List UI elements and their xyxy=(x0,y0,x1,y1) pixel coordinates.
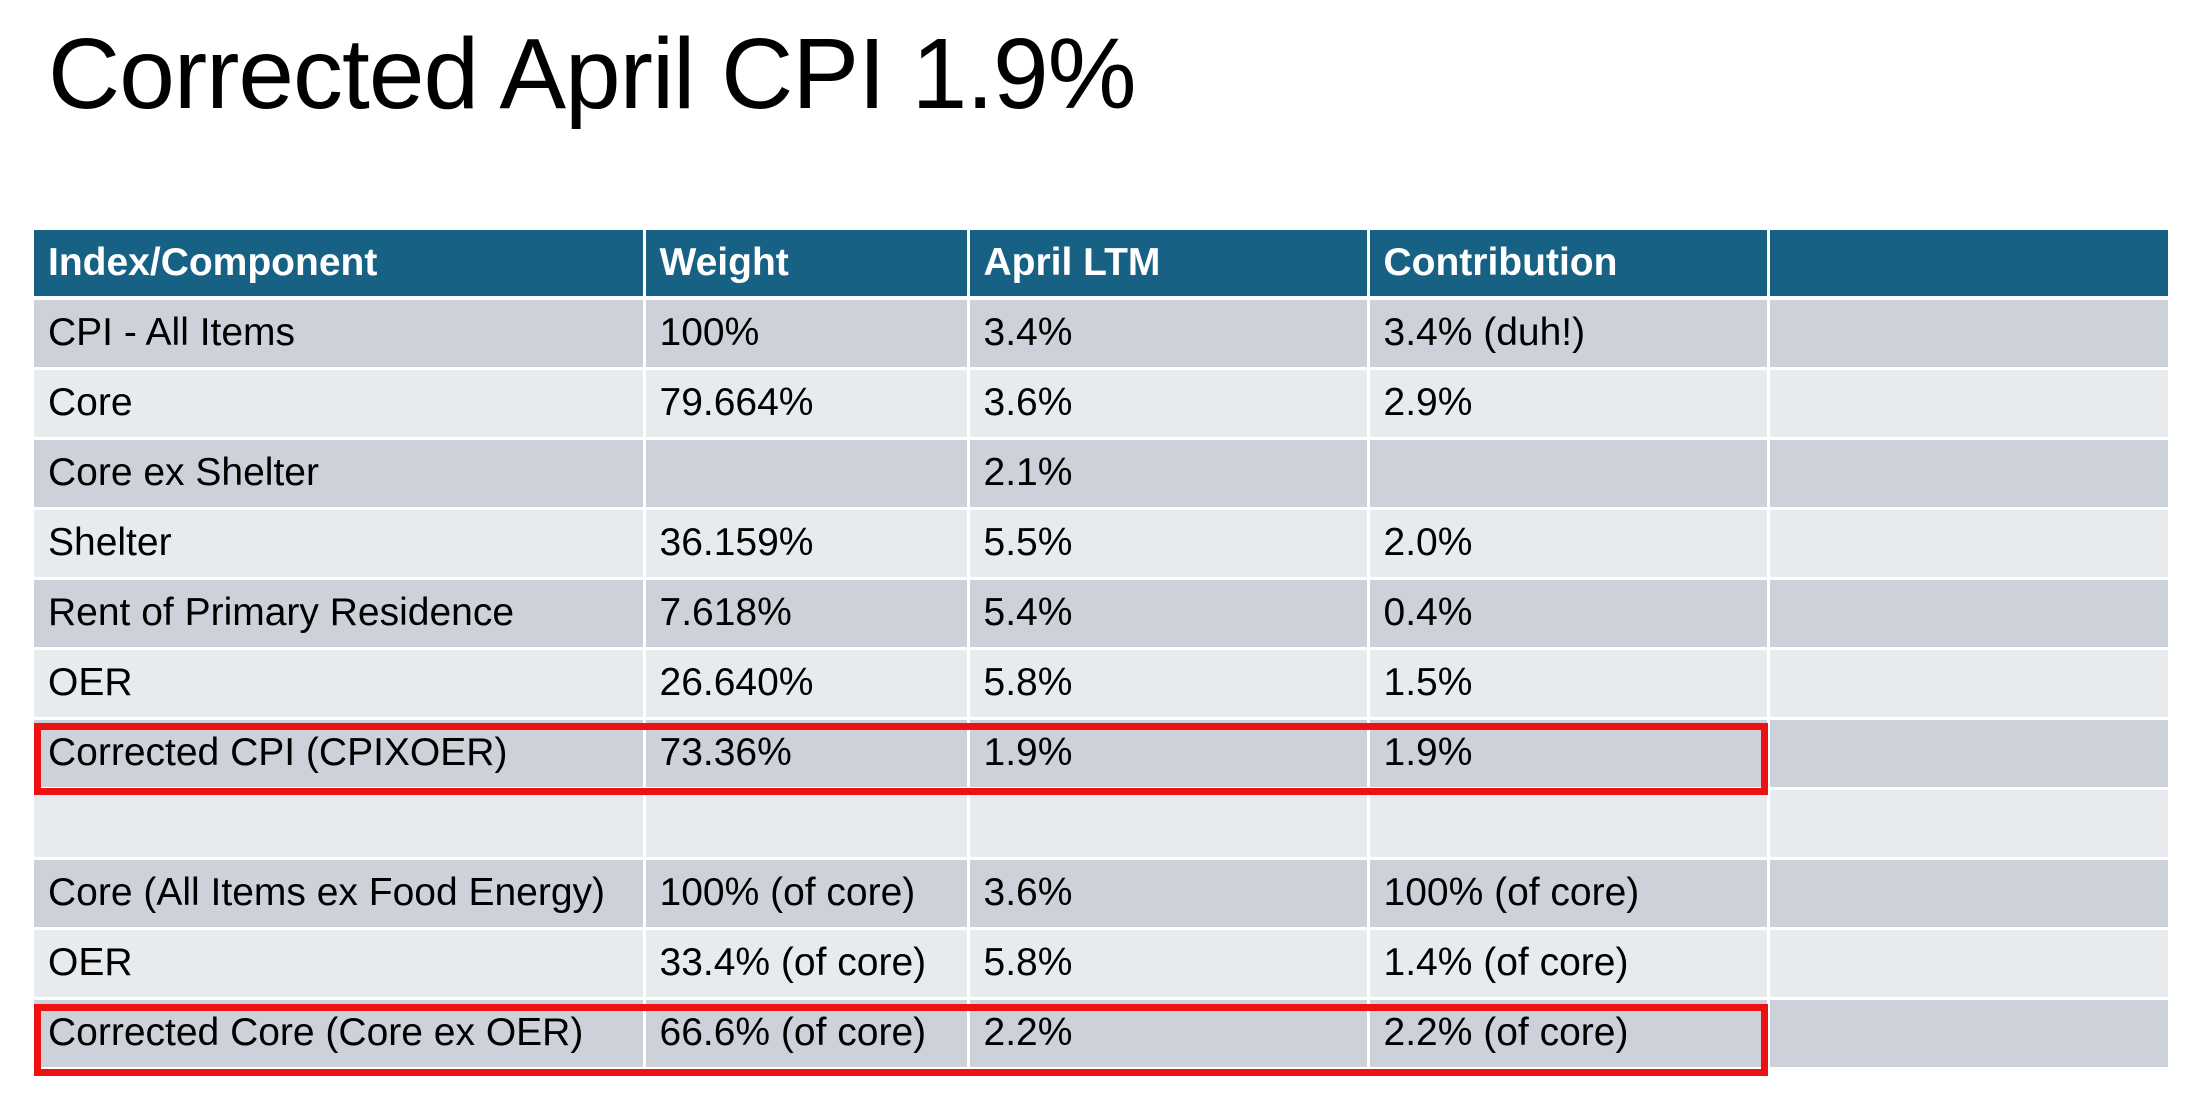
table-row: Shelter 36.159% 5.5% 2.0% xyxy=(34,508,2168,580)
cell-april-ltm: 3.6% xyxy=(968,858,1370,930)
cpi-table: Index/Component Weight April LTM Contrib… xyxy=(34,230,2168,1070)
cell-weight: 79.664% xyxy=(644,368,970,440)
table-row-highlighted: Corrected CPI (CPIXOER) 73.36% 1.9% 1.9% xyxy=(34,718,2168,790)
header-april-ltm: April LTM xyxy=(968,230,1370,300)
cell-weight: 36.159% xyxy=(644,508,970,580)
cell-april-ltm: 3.6% xyxy=(968,368,1370,440)
cell-contribution: 2.9% xyxy=(1368,368,1770,440)
cell-empty xyxy=(1768,858,2168,930)
cell-component: OER xyxy=(34,928,646,1000)
cell-april-ltm xyxy=(968,788,1370,860)
cell-empty xyxy=(1768,788,2168,860)
cell-component: Core xyxy=(34,368,646,440)
cell-empty xyxy=(1768,438,2168,510)
cell-component xyxy=(34,788,646,860)
cell-component: Corrected Core (Core ex OER) xyxy=(34,998,646,1070)
cell-empty xyxy=(1768,508,2168,580)
header-empty xyxy=(1768,230,2168,300)
cell-contribution xyxy=(1368,788,1770,860)
table-row-spacer xyxy=(34,788,2168,860)
cell-april-ltm: 5.4% xyxy=(968,578,1370,650)
cell-april-ltm: 2.2% xyxy=(968,998,1370,1070)
cell-weight: 33.4% (of core) xyxy=(644,928,970,1000)
cell-contribution: 1.4% (of core) xyxy=(1368,928,1770,1000)
cell-april-ltm: 5.5% xyxy=(968,508,1370,580)
cell-weight: 100% xyxy=(644,298,970,370)
cell-weight: 66.6% (of core) xyxy=(644,998,970,1070)
cell-component: CPI - All Items xyxy=(34,298,646,370)
table-row: Rent of Primary Residence 7.618% 5.4% 0.… xyxy=(34,578,2168,650)
cell-april-ltm: 5.8% xyxy=(968,928,1370,1000)
table-header-row: Index/Component Weight April LTM Contrib… xyxy=(34,230,2168,300)
cell-component: Core (All Items ex Food Energy) xyxy=(34,858,646,930)
cell-empty xyxy=(1768,368,2168,440)
cell-contribution: 1.9% xyxy=(1368,718,1770,790)
cell-april-ltm: 5.8% xyxy=(968,648,1370,720)
cell-april-ltm: 2.1% xyxy=(968,438,1370,510)
cell-empty xyxy=(1768,298,2168,370)
cell-contribution: 0.4% xyxy=(1368,578,1770,650)
cell-empty xyxy=(1768,718,2168,790)
cell-contribution xyxy=(1368,438,1770,510)
cell-empty xyxy=(1768,578,2168,650)
table-row: OER 33.4% (of core) 5.8% 1.4% (of core) xyxy=(34,928,2168,1000)
cell-contribution: 3.4% (duh!) xyxy=(1368,298,1770,370)
table-row: Core 79.664% 3.6% 2.9% xyxy=(34,368,2168,440)
cell-weight xyxy=(644,438,970,510)
cell-component: Corrected CPI (CPIXOER) xyxy=(34,718,646,790)
table-row: CPI - All Items 100% 3.4% 3.4% (duh!) xyxy=(34,298,2168,370)
table-row-highlighted: Corrected Core (Core ex OER) 66.6% (of c… xyxy=(34,998,2168,1070)
table-row: Core ex Shelter 2.1% xyxy=(34,438,2168,510)
table-row: Core (All Items ex Food Energy) 100% (of… xyxy=(34,858,2168,930)
cell-component: OER xyxy=(34,648,646,720)
cpi-table-container: Index/Component Weight April LTM Contrib… xyxy=(34,230,2168,1070)
slide-title: Corrected April CPI 1.9% xyxy=(48,18,1137,130)
table-row: OER 26.640% 5.8% 1.5% xyxy=(34,648,2168,720)
cell-april-ltm: 3.4% xyxy=(968,298,1370,370)
header-index-component: Index/Component xyxy=(34,230,646,300)
cell-contribution: 1.5% xyxy=(1368,648,1770,720)
cell-empty xyxy=(1768,648,2168,720)
cell-weight: 73.36% xyxy=(644,718,970,790)
header-contribution: Contribution xyxy=(1368,230,1770,300)
cell-weight: 26.640% xyxy=(644,648,970,720)
cell-empty xyxy=(1768,928,2168,1000)
cell-weight: 7.618% xyxy=(644,578,970,650)
cell-empty xyxy=(1768,998,2168,1070)
header-weight: Weight xyxy=(644,230,970,300)
cell-component: Core ex Shelter xyxy=(34,438,646,510)
cell-april-ltm: 1.9% xyxy=(968,718,1370,790)
cell-component: Shelter xyxy=(34,508,646,580)
cell-contribution: 100% (of core) xyxy=(1368,858,1770,930)
cell-contribution: 2.0% xyxy=(1368,508,1770,580)
cell-weight xyxy=(644,788,970,860)
cell-weight: 100% (of core) xyxy=(644,858,970,930)
cell-contribution: 2.2% (of core) xyxy=(1368,998,1770,1070)
cell-component: Rent of Primary Residence xyxy=(34,578,646,650)
